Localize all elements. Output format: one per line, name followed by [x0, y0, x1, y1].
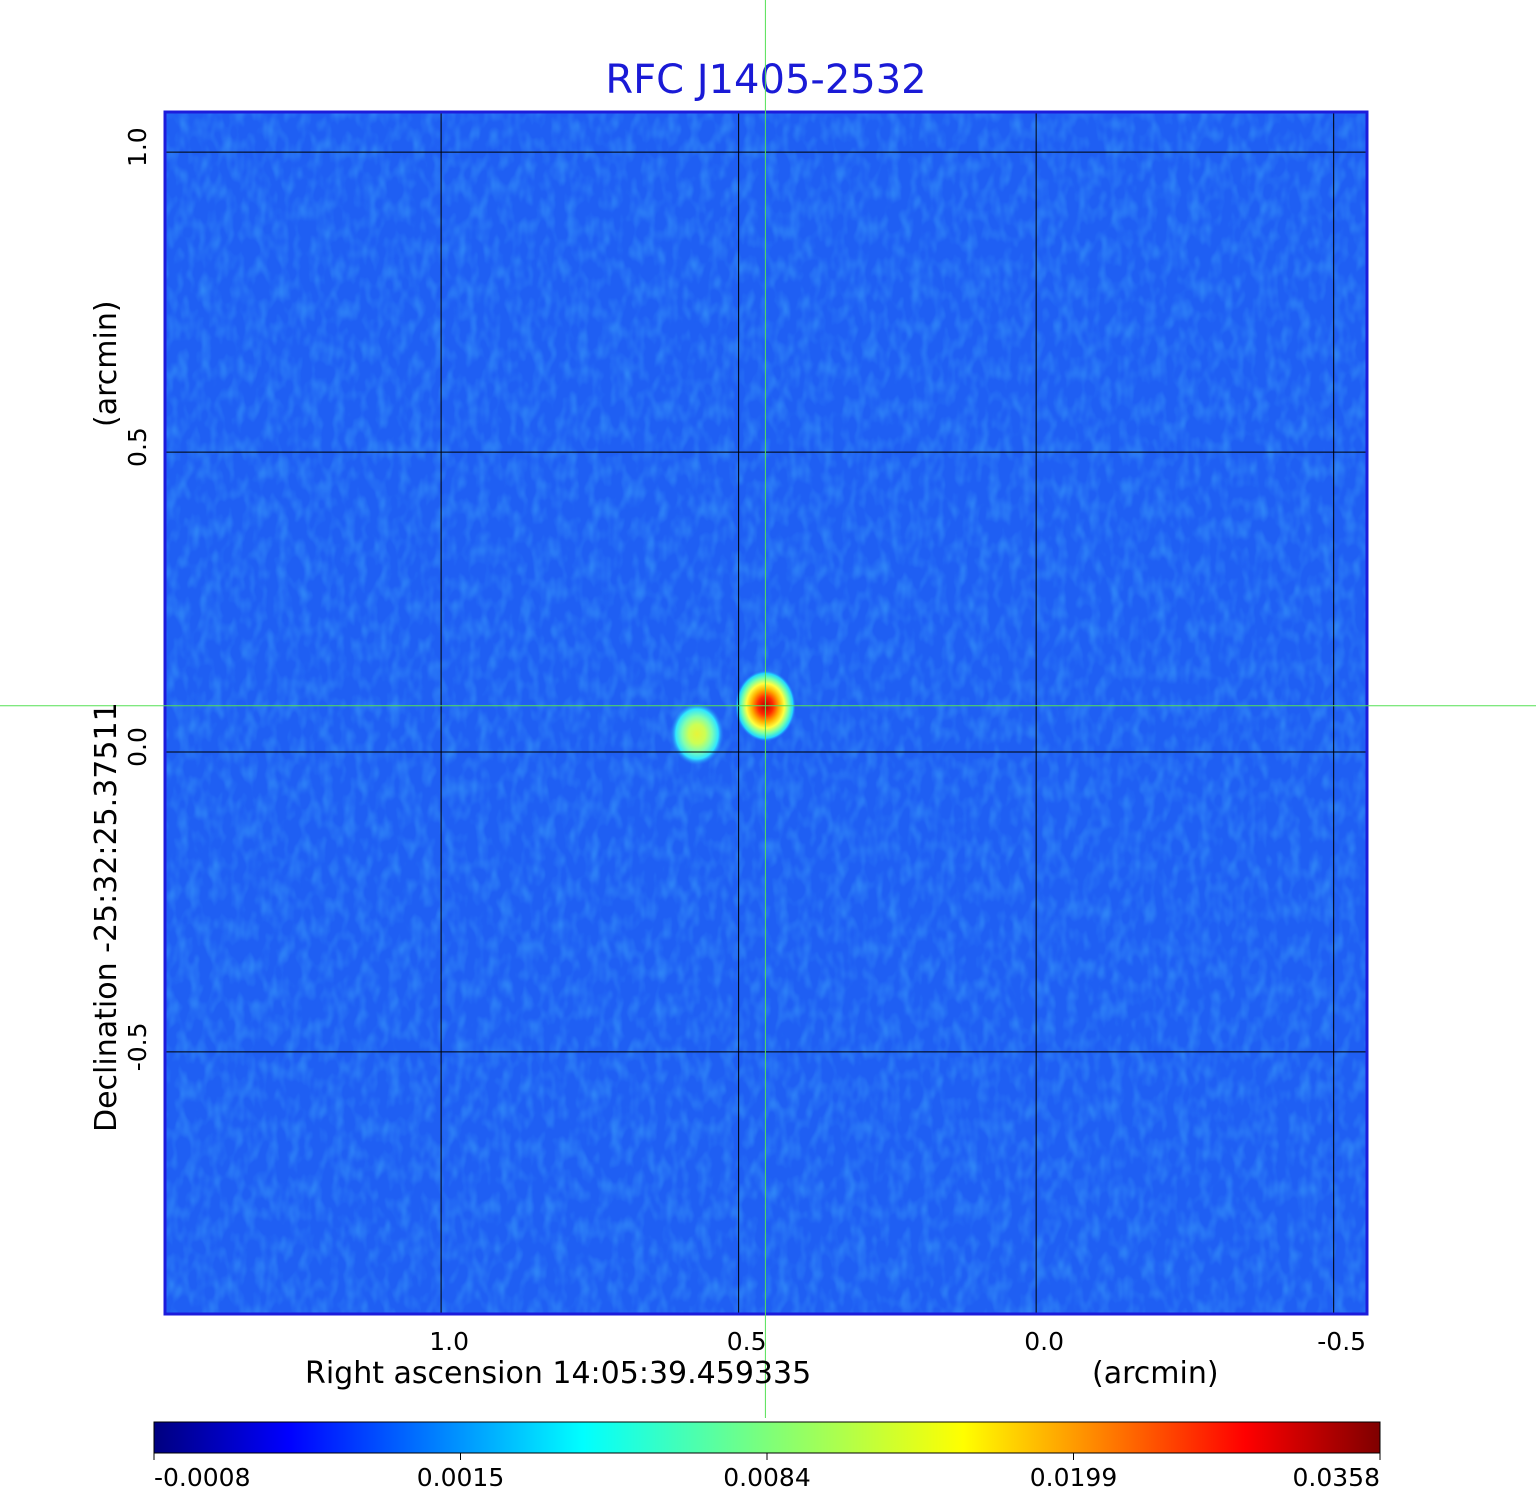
y-tick-label: 1.0	[123, 127, 152, 167]
colorbar-label: 0.0199	[1030, 1463, 1117, 1492]
crosshair	[0, 0, 1536, 1418]
y-tick-label: 0.5	[123, 427, 152, 467]
y-tick-label: 0.0	[123, 727, 152, 767]
image-plane	[165, 112, 1367, 1314]
y-tick-labels: 1.0 0.5 0.0 -0.5	[123, 127, 152, 1071]
x-tick-label: -0.5	[1317, 1327, 1366, 1356]
chart-title: RFC J1405-2532	[605, 57, 926, 103]
y-axis-unit: (arcmin)	[89, 300, 124, 427]
x-tick-label: 1.0	[429, 1327, 469, 1356]
y-axis-label: Declination -25:32:25.37511	[89, 702, 124, 1132]
grid-layer	[165, 112, 1367, 1314]
x-tick-label: 0.0	[1024, 1327, 1064, 1356]
colorbar-label: 0.0084	[723, 1463, 810, 1492]
radio-source-blob	[669, 701, 725, 766]
plot-frame	[163, 110, 1369, 1316]
y-tick-label: -0.5	[123, 1022, 152, 1071]
x-axis-label: Right ascension 14:05:39.459335	[305, 1356, 811, 1391]
x-axis-unit: (arcmin)	[1092, 1356, 1219, 1391]
colorbar-label: 0.0358	[1293, 1463, 1380, 1492]
x-tick-labels: 1.0 0.5 0.0 -0.5	[429, 1327, 1366, 1356]
colorbar	[153, 1421, 1381, 1454]
colorbar-labels: -0.0008 0.0015 0.0084 0.0199 0.0358	[153, 1453, 1381, 1492]
x-tick-label: 0.5	[727, 1327, 767, 1356]
colorbar-label: 0.0015	[417, 1463, 504, 1492]
colorbar-label: -0.0008	[154, 1463, 251, 1492]
